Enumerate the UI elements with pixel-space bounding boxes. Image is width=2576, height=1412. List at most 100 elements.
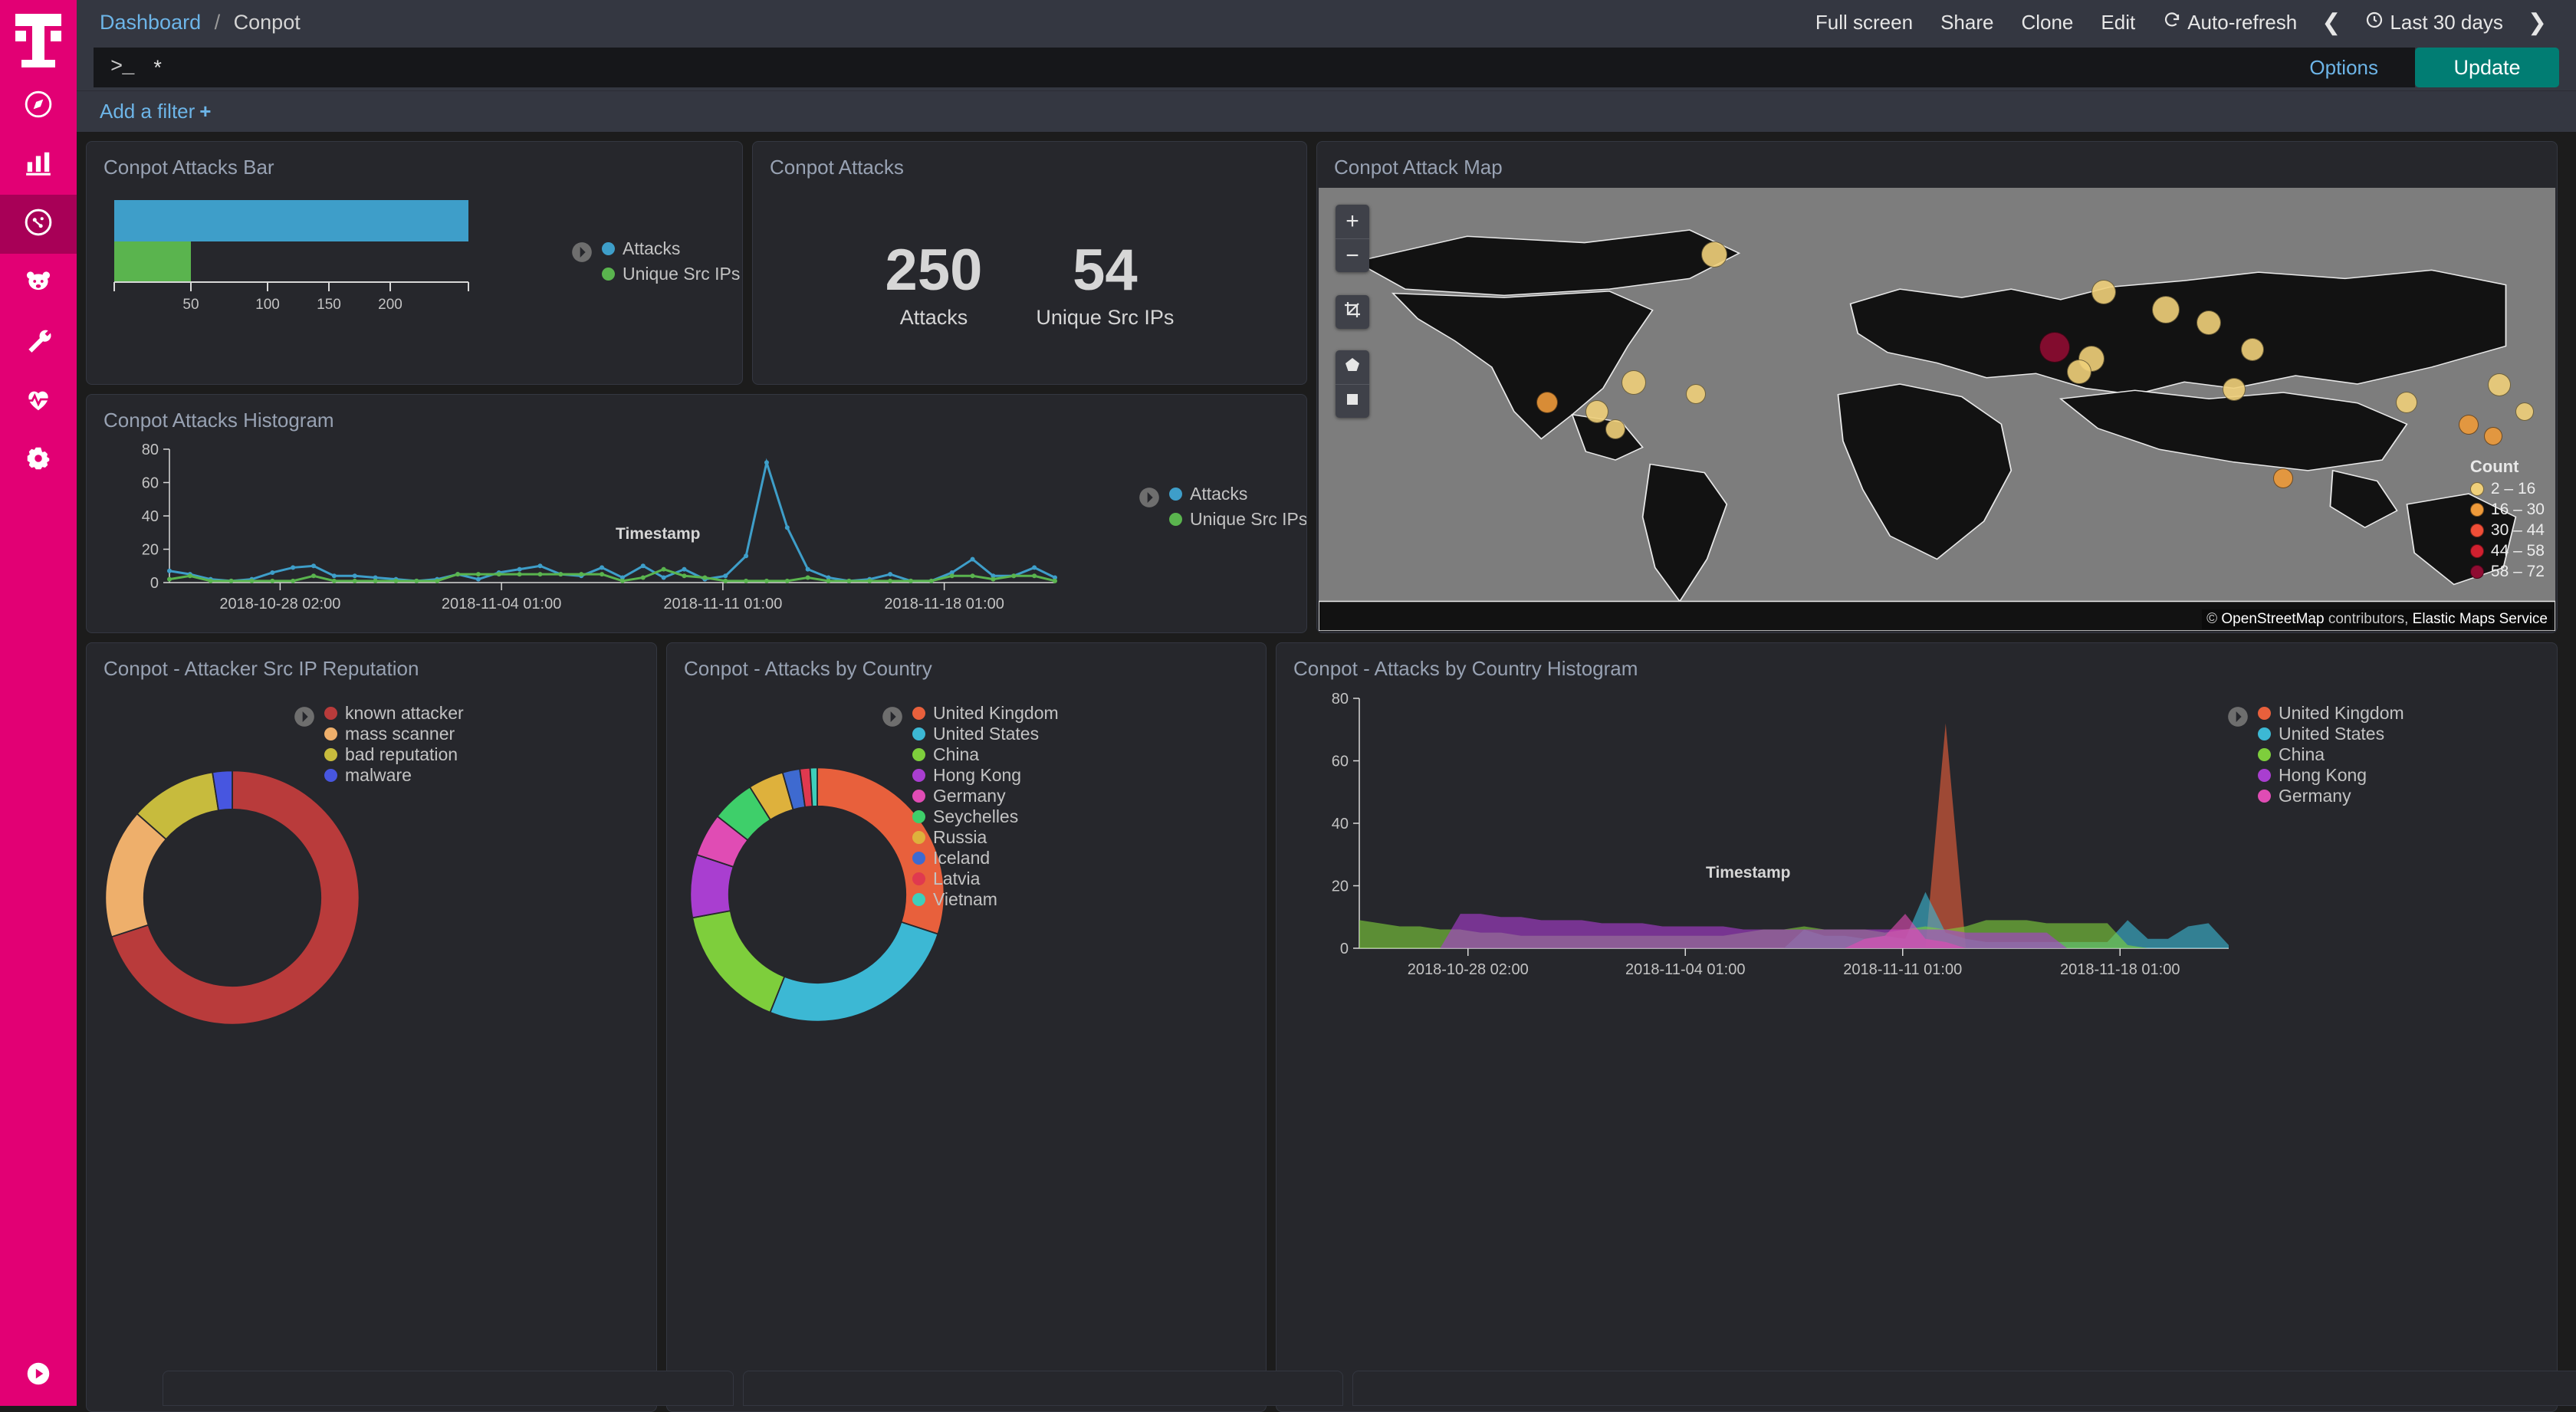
series-line[interactable] — [169, 462, 1055, 580]
fit-bounds-button[interactable] — [1336, 295, 1369, 329]
legend-item-country[interactable]: United States — [2258, 724, 2404, 744]
data-point[interactable] — [291, 579, 295, 583]
data-point[interactable] — [620, 579, 625, 583]
data-point[interactable] — [867, 579, 872, 583]
panel-attacker-src-ip-reputation[interactable]: Conpot - Attacker Src IP Reputation know… — [86, 642, 657, 1412]
data-point[interactable] — [414, 579, 419, 583]
data-point[interactable] — [785, 579, 790, 583]
data-point[interactable] — [806, 575, 810, 580]
data-point[interactable] — [702, 575, 707, 580]
legend-item-country[interactable]: China — [912, 744, 1059, 765]
data-point[interactable] — [537, 563, 542, 568]
data-point[interactable] — [497, 572, 501, 576]
legend-item-country[interactable]: Germany — [2258, 786, 2404, 806]
data-point[interactable] — [1032, 573, 1037, 578]
data-point[interactable] — [971, 573, 975, 578]
bar-unique-src[interactable] — [114, 241, 191, 281]
legend-collapse-icon[interactable] — [2227, 706, 2249, 727]
data-point[interactable] — [209, 579, 213, 583]
data-point[interactable] — [332, 579, 337, 583]
map-marker[interactable] — [2273, 468, 2293, 488]
data-point[interactable] — [806, 567, 810, 572]
sidebar-collapse-button[interactable] — [0, 1359, 77, 1392]
legend-collapse-icon[interactable] — [294, 706, 315, 727]
data-point[interactable] — [929, 579, 934, 583]
panel-conpot-attacks-metric[interactable]: Conpot Attacks 250 Attacks 54 Unique Src… — [752, 141, 1307, 385]
data-point[interactable] — [476, 577, 481, 582]
data-point[interactable] — [682, 567, 687, 572]
map-marker[interactable] — [2241, 338, 2264, 361]
data-point[interactable] — [662, 575, 666, 580]
donut-slice[interactable] — [692, 911, 784, 1013]
reputation-donut-chart[interactable] — [94, 760, 370, 1036]
bar-attacks[interactable] — [114, 200, 468, 241]
legend-item-country[interactable]: United States — [912, 724, 1059, 744]
map-marker[interactable] — [2152, 296, 2180, 323]
data-point[interactable] — [723, 579, 728, 583]
map-marker[interactable] — [2223, 378, 2246, 401]
panel-conpot-attack-map[interactable]: Conpot Attack Map — [1316, 141, 2558, 633]
attribution-osm[interactable]: OpenStreetMap — [2221, 611, 2324, 627]
legend-item-attacks[interactable]: Attacks — [1169, 484, 1307, 504]
legend-item-unique-src-ips[interactable]: Unique Src IPs — [1169, 509, 1307, 530]
data-point[interactable] — [167, 569, 172, 573]
data-point[interactable] — [311, 573, 316, 578]
share-button[interactable]: Share — [1927, 11, 2007, 34]
data-point[interactable] — [558, 572, 563, 576]
data-point[interactable] — [600, 572, 604, 576]
attribution-ems[interactable]: Elastic Maps Service — [2413, 611, 2548, 627]
breadcrumb-dashboard[interactable]: Dashboard — [100, 11, 201, 34]
data-point[interactable] — [332, 573, 337, 578]
auto-refresh-button[interactable]: Auto-refresh — [2149, 11, 2311, 34]
data-point[interactable] — [991, 577, 995, 582]
legend-item-country[interactable]: China — [2258, 744, 2404, 765]
data-point[interactable] — [846, 579, 851, 583]
map-canvas[interactable]: + − — [1319, 188, 2555, 631]
map-marker[interactable] — [2488, 373, 2511, 396]
panel-conpot-attacks-bar[interactable]: Conpot Attacks Bar 50 100 150 200 Attack… — [86, 141, 743, 385]
edit-button[interactable]: Edit — [2087, 11, 2149, 34]
legend-item-country[interactable]: Russia — [912, 827, 1059, 848]
data-point[interactable] — [435, 579, 439, 583]
legend-item-country[interactable]: United Kingdom — [2258, 703, 2404, 724]
legend-item-country[interactable]: Vietnam — [912, 889, 1059, 910]
legend-collapse-icon[interactable] — [882, 706, 903, 727]
data-point[interactable] — [641, 563, 646, 568]
series-area[interactable] — [1359, 724, 2229, 948]
map-marker[interactable] — [2484, 427, 2502, 445]
data-point[interactable] — [682, 573, 687, 578]
data-point[interactable] — [826, 579, 831, 583]
map-marker[interactable] — [1605, 419, 1625, 439]
data-point[interactable] — [1032, 565, 1037, 570]
data-point[interactable] — [909, 579, 913, 583]
search-input[interactable]: >_ * Options — [94, 48, 2415, 87]
sidebar-item-visualize[interactable] — [0, 136, 77, 195]
panel-attacks-by-country[interactable]: Conpot - Attacks by Country United Kingd… — [666, 642, 1267, 1412]
data-point[interactable] — [744, 579, 748, 583]
add-filter-button[interactable]: Add a filter+ — [100, 100, 211, 123]
zoom-out-button[interactable]: − — [1336, 238, 1369, 272]
panel-stub-mid[interactable] — [743, 1371, 1343, 1406]
data-point[interactable] — [393, 579, 398, 583]
data-point[interactable] — [641, 575, 646, 580]
data-point[interactable] — [1053, 579, 1057, 583]
map-marker[interactable] — [2039, 332, 2070, 363]
data-point[interactable] — [950, 573, 955, 578]
map-marker[interactable] — [2515, 402, 2534, 421]
data-point[interactable] — [764, 579, 769, 583]
map-marker[interactable] — [1585, 400, 1608, 423]
map-marker[interactable] — [1686, 384, 1706, 404]
draw-polygon-button[interactable] — [1336, 350, 1369, 384]
options-link[interactable]: Options — [2309, 56, 2378, 80]
data-point[interactable] — [353, 573, 357, 578]
data-point[interactable] — [537, 572, 542, 576]
data-point[interactable] — [249, 579, 254, 583]
data-point[interactable] — [455, 572, 460, 576]
full-screen-button[interactable]: Full screen — [1802, 11, 1927, 34]
map-marker[interactable] — [2396, 392, 2417, 413]
legend-item-reputation[interactable]: known attacker — [324, 703, 464, 724]
data-point[interactable] — [476, 572, 481, 576]
data-point[interactable] — [270, 579, 274, 583]
